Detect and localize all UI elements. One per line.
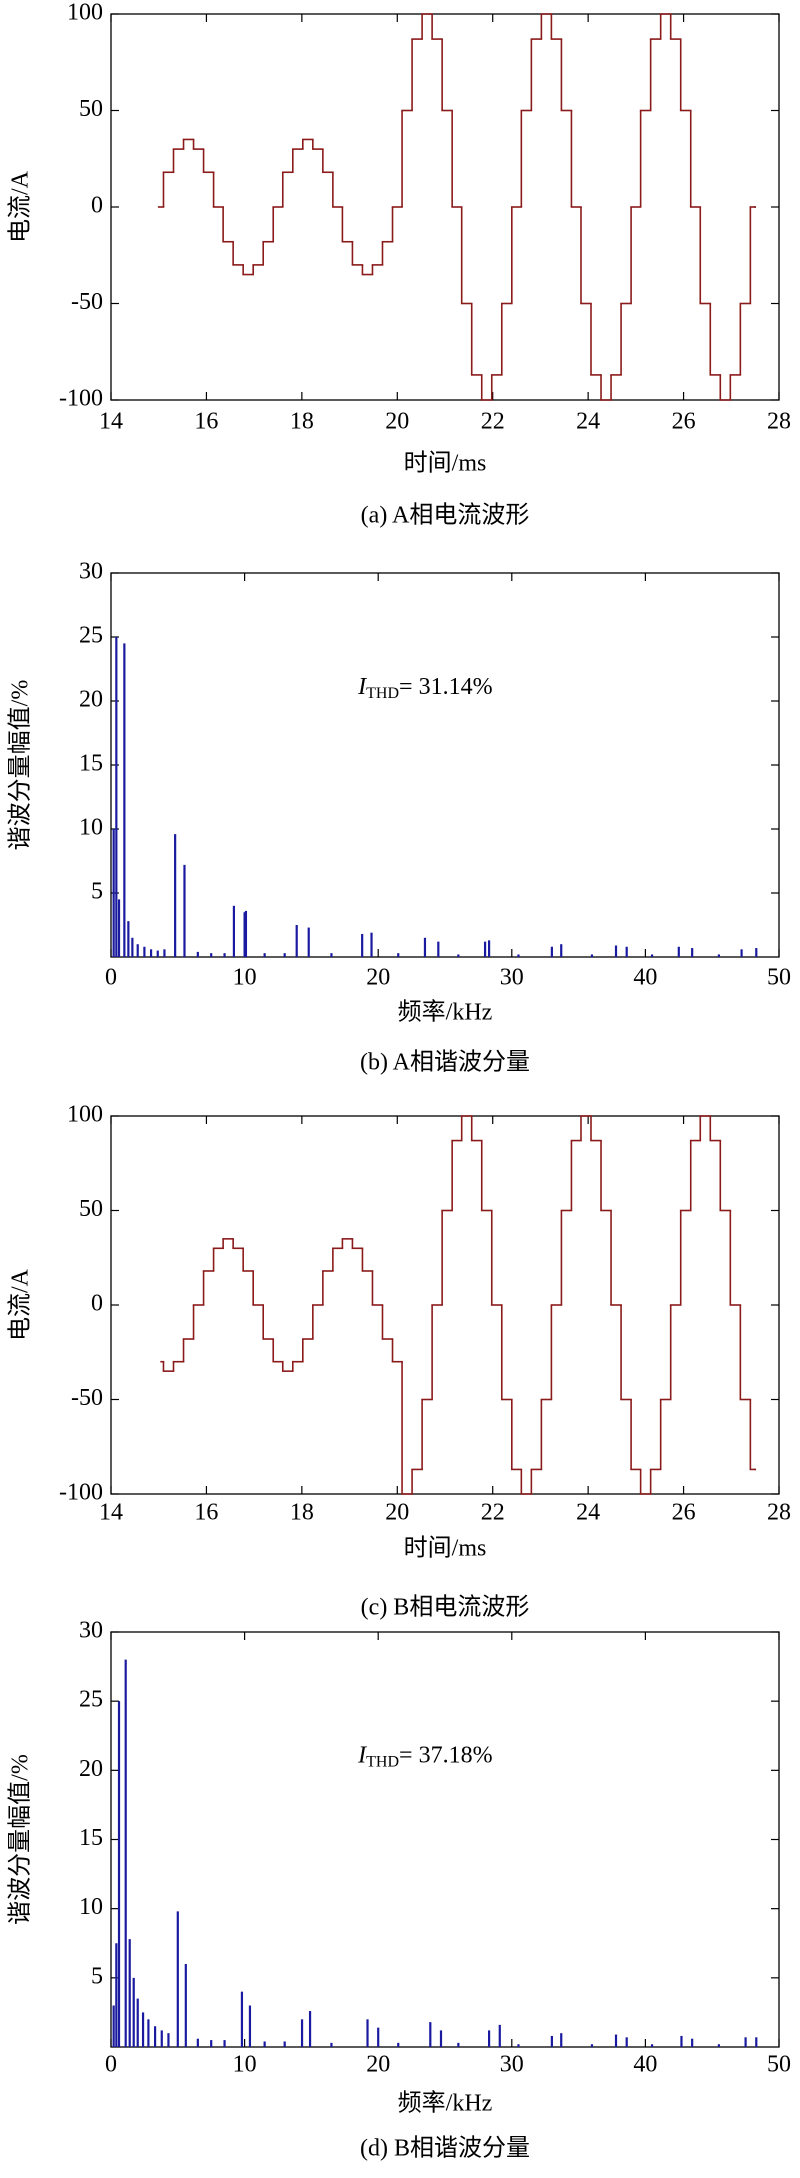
annotation-subscript: THD [366, 1753, 399, 1770]
y-tick-label: 25 [79, 623, 103, 649]
y-tick-label: -50 [71, 289, 103, 315]
x-tick-label: 16 [194, 409, 218, 435]
annotation: ITHD= 31.14% [357, 674, 492, 702]
chart: 0 10 20 30 40 50 5 10 15 20 25 30 频率/kHz 谐波分量幅值/% (b) … [7, 559, 792, 1076]
annotation: ITHD= 37.18% [357, 1742, 492, 1770]
annotation-symbol: I [357, 674, 367, 700]
y-tick-label: 5 [91, 879, 103, 905]
x-tick-label: 20 [366, 965, 390, 991]
y-tick-label: 100 [67, 0, 103, 26]
x-tick-label: 28 [767, 409, 791, 435]
x-axis-label: 频率/kHz [398, 999, 493, 1026]
x-tick-label: 10 [233, 2052, 257, 2078]
y-axis-label: 电流/A [7, 1268, 34, 1341]
y-tick-label: -100 [59, 1480, 103, 1506]
y-tick-label: 10 [79, 1894, 103, 1920]
y-axis-label: 谐波分量幅值/% [7, 1754, 34, 1925]
y-tick-label: 10 [79, 815, 103, 841]
x-tick-label: 30 [500, 2052, 524, 2078]
plot-frame [110, 1631, 780, 2048]
x-tick-label: 40 [633, 2052, 657, 2078]
y-tick-label: 0 [91, 193, 103, 219]
x-tick-label: 50 [767, 2052, 791, 2078]
y-tick-label: 30 [79, 559, 103, 585]
plot-frame [110, 13, 780, 401]
caption: (d) B相谐波分量 [360, 2135, 530, 2162]
chart: 14 16 18 20 22 24 26 28 -100 -50 0 50 100 时间/ms 电流/A (a… [7, 0, 792, 529]
caption: (a) A相电流波形 [361, 502, 530, 529]
x-axis-label: 频率/kHz [398, 2090, 493, 2117]
y-tick-label: 0 [91, 1291, 103, 1317]
caption: (b) A相谐波分量 [360, 1049, 530, 1076]
x-tick-label: 0 [105, 965, 117, 991]
y-tick-label: -100 [59, 386, 103, 412]
y-tick-label: 20 [79, 687, 103, 713]
y-tick-label: 30 [79, 1618, 103, 1644]
y-tick-label: 25 [79, 1687, 103, 1713]
y-tick-label: 15 [79, 1825, 103, 1851]
x-tick-label: 22 [481, 409, 505, 435]
x-tick-label: 40 [633, 965, 657, 991]
x-axis-label: 时间/ms [404, 1535, 487, 1562]
x-tick-label: 18 [290, 409, 314, 435]
x-tick-label: 20 [385, 1500, 409, 1526]
x-tick-label: 24 [576, 1500, 600, 1526]
y-tick-label: 50 [79, 96, 103, 122]
x-tick-label: 10 [233, 965, 257, 991]
x-tick-label: 30 [500, 965, 524, 991]
x-tick-label: 26 [672, 1500, 696, 1526]
y-tick-label: 15 [79, 751, 103, 777]
x-tick-label: 16 [194, 1500, 218, 1526]
annotation-text: = 37.18% [399, 1742, 493, 1768]
y-tick-label: 20 [79, 1756, 103, 1782]
plot-frame [110, 572, 780, 958]
chart: 0 10 20 30 40 50 5 10 15 20 25 30 频率/kHz 谐波分量幅值/% (d) … [7, 1618, 792, 2162]
x-tick-label: 20 [385, 409, 409, 435]
x-tick-label: 50 [767, 965, 791, 991]
annotation-symbol: I [357, 1742, 367, 1768]
chart: 14 16 18 20 22 24 26 28 -100 -50 0 50 100 时间/ms 电流/A (c… [7, 1102, 792, 1621]
y-tick-label: 5 [91, 1963, 103, 1989]
y-axis-label: 电流/A [7, 170, 34, 243]
x-tick-label: 20 [366, 2052, 390, 2078]
y-tick-label: 50 [79, 1196, 103, 1222]
y-tick-label: -50 [71, 1385, 103, 1411]
x-tick-label: 14 [99, 409, 123, 435]
x-tick-label: 24 [576, 409, 600, 435]
y-tick-label: 100 [67, 1102, 103, 1128]
y-axis-label: 谐波分量幅值/% [7, 680, 34, 851]
x-tick-label: 18 [290, 1500, 314, 1526]
annotation-text: = 31.14% [399, 674, 493, 700]
x-tick-label: 28 [767, 1500, 791, 1526]
x-tick-label: 0 [105, 2052, 117, 2078]
caption: (c) B相电流波形 [361, 1594, 530, 1621]
annotation-subscript: THD [366, 685, 399, 702]
x-axis-label: 时间/ms [404, 450, 487, 477]
x-tick-label: 22 [481, 1500, 505, 1526]
x-tick-label: 14 [99, 1500, 123, 1526]
x-tick-label: 26 [672, 409, 696, 435]
